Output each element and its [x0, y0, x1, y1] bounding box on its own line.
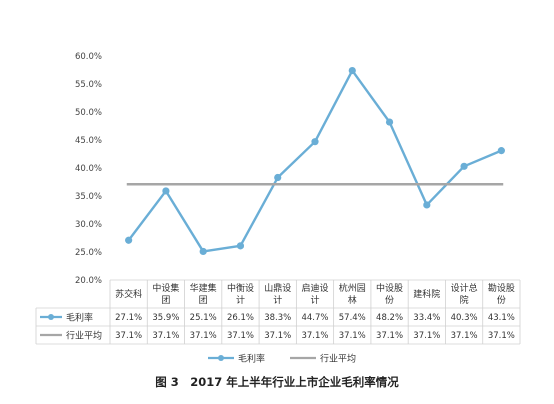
data-cell: 37.1%	[301, 331, 328, 341]
data-point	[236, 242, 245, 250]
data-point	[423, 201, 431, 209]
data-cell: 37.1%	[190, 331, 217, 341]
category-label: 华建集团	[190, 282, 217, 306]
data-cell: 37.1%	[376, 331, 403, 341]
data-cell: 37.1%	[227, 331, 254, 341]
data-point	[162, 187, 170, 195]
category-label: 中设集团	[152, 282, 179, 306]
data-cell: 38.3%	[264, 313, 291, 323]
legend-label: 行业平均	[320, 353, 356, 365]
data-point	[199, 247, 207, 256]
data-cell: 26.1%	[227, 313, 254, 323]
category-label: 杭州园林	[339, 282, 366, 306]
row-header-label: 行业平均	[66, 330, 102, 342]
data-cell: 33.4%	[413, 313, 440, 323]
category-label: 中衡设计	[227, 282, 254, 306]
data-cell: 27.1%	[115, 313, 142, 323]
category-label: 启迪设计	[301, 282, 328, 306]
data-point	[311, 138, 319, 146]
row-header-label: 毛利率	[66, 312, 93, 324]
row-key-marker	[48, 314, 54, 320]
y-tick-label: 55.0%	[75, 80, 102, 90]
data-cell: 40.3%	[451, 313, 478, 323]
y-tick-label: 40.0%	[75, 164, 102, 174]
data-cell: 43.1%	[488, 313, 515, 323]
category-label: 山鼎设计	[264, 283, 291, 306]
data-point	[497, 147, 505, 155]
data-point	[348, 66, 356, 75]
data-point	[274, 173, 282, 182]
data-cell: 37.1%	[115, 331, 142, 341]
data-cell: 48.2%	[376, 313, 403, 323]
data-point	[385, 118, 394, 126]
table-grid	[35, 279, 521, 345]
data-point	[460, 162, 468, 170]
data-cell: 37.1%	[451, 331, 478, 341]
data-cell: 37.1%	[413, 331, 440, 341]
category-label: 建科院	[413, 288, 440, 300]
data-cell: 57.4%	[339, 313, 366, 323]
category-label: 设计总院	[451, 282, 478, 306]
y-tick-label: 50.0%	[75, 108, 102, 118]
data-cell: 44.7%	[301, 313, 328, 323]
y-tick-label: 60.0%	[75, 52, 102, 62]
legend-label: 毛利率	[238, 353, 265, 365]
legend: 毛利率 行业平均	[208, 353, 356, 365]
category-label: 勘设股份	[488, 283, 515, 306]
legend-key-marker	[218, 355, 224, 361]
category-label: 苏交科	[115, 288, 142, 300]
data-cell: 35.9%	[152, 313, 179, 323]
series-lines	[125, 66, 505, 256]
data-point	[125, 236, 133, 244]
y-tick-label: 45.0%	[75, 136, 102, 146]
series-line-gross-margin	[127, 69, 502, 253]
data-cell: 37.1%	[152, 331, 179, 341]
data-cell: 37.1%	[339, 331, 366, 341]
data-table: 苏交科中设集团华建集团中衡设计山鼎设计启迪设计杭州园林中设股份建科院设计总院勘设…	[40, 282, 515, 342]
y-tick-label: 30.0%	[75, 220, 102, 230]
chart-caption: 图 3 2017 年上半年行业上市企业毛利率情况	[155, 375, 399, 389]
y-tick-label: 35.0%	[75, 192, 102, 202]
category-label: 中设股份	[376, 282, 403, 306]
y-axis-ticks: 60.0% 55.0% 50.0% 45.0% 40.0% 35.0% 30.0% 25.0%…	[75, 52, 102, 286]
data-cell: 25.1%	[190, 313, 217, 323]
y-tick-label: 25.0%	[75, 248, 102, 258]
y-tick-label: 20.0%	[75, 276, 102, 286]
data-cell: 37.1%	[488, 331, 515, 341]
data-cell: 37.1%	[264, 331, 291, 341]
